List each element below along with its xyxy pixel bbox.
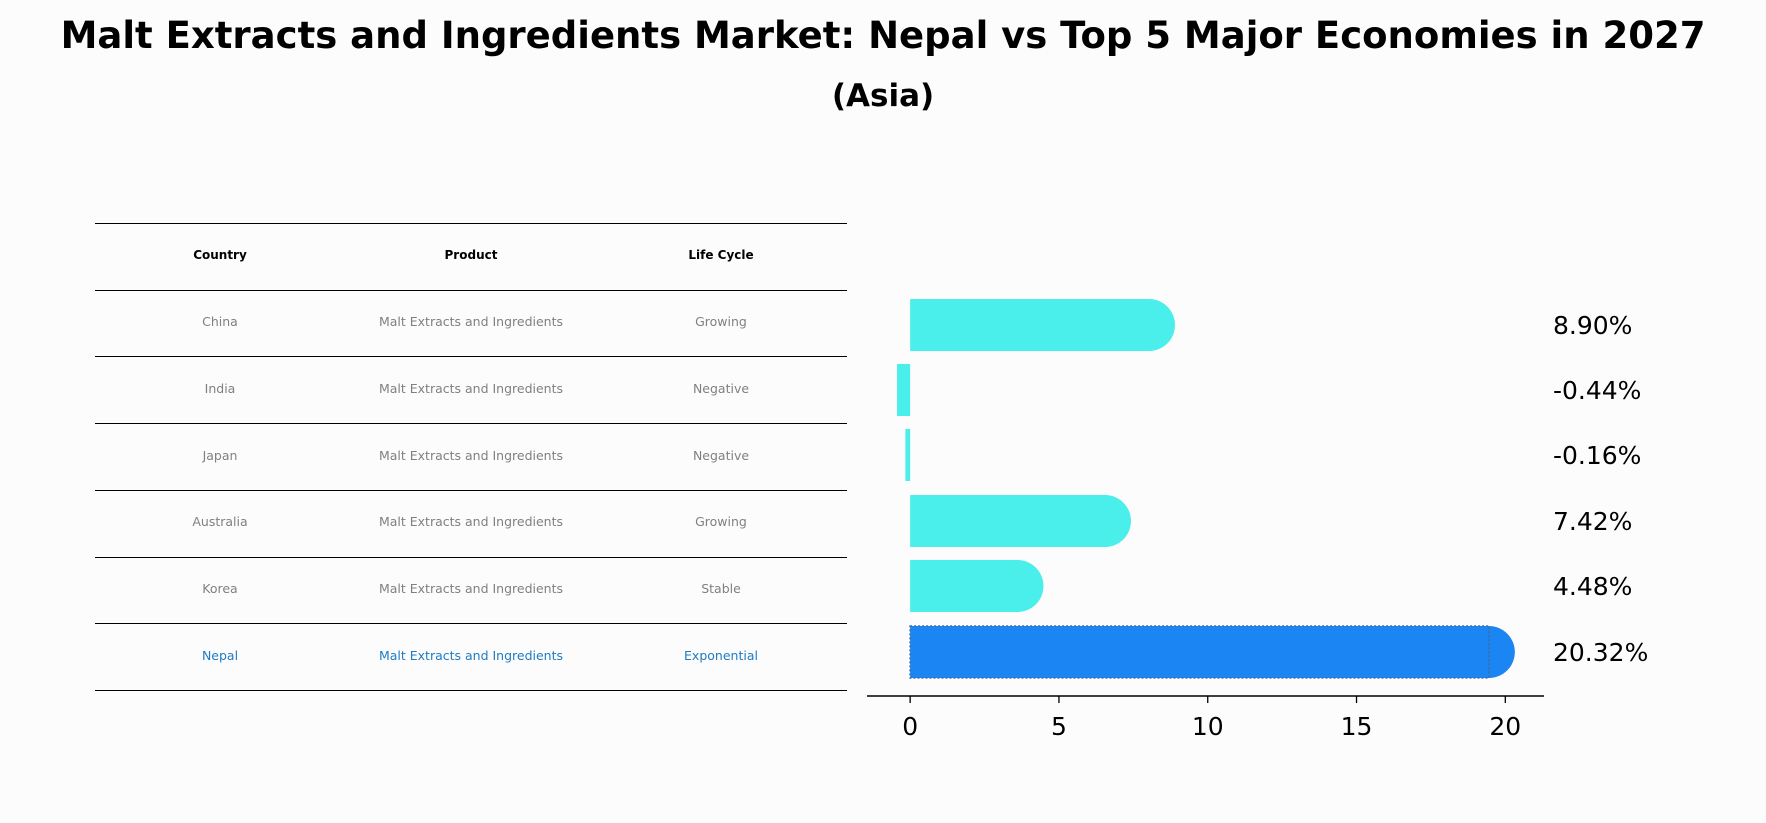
- x-tick-label: 5: [1051, 712, 1067, 741]
- table-cell: India: [204, 381, 236, 396]
- chart-title: Malt Extracts and Ingredients Market: Ne…: [60, 14, 1706, 57]
- table-cell: Malt Extracts and Ingredients: [378, 581, 564, 596]
- table-cell: Nepal: [201, 648, 239, 663]
- table-cell: Growing: [695, 314, 747, 329]
- table-cell: Negative: [692, 448, 750, 463]
- x-tick-label: 0: [902, 712, 918, 741]
- table-cell: Malt Extracts and Ingredients: [378, 514, 564, 529]
- table-cell: Stable: [701, 581, 741, 596]
- bar-australia: [910, 495, 1131, 547]
- table-rule: [95, 423, 847, 424]
- data-label-japan: -0.16%: [1553, 441, 1641, 470]
- table-rule: [95, 490, 847, 491]
- table-rule: [95, 356, 847, 357]
- table-header-country: Country: [193, 248, 247, 262]
- table-cell: Australia: [192, 514, 248, 529]
- x-tick-label: 10: [1192, 712, 1224, 741]
- x-tick-label: 20: [1489, 712, 1521, 741]
- table-cell: Japan: [202, 448, 238, 463]
- table-cell: Growing: [695, 514, 747, 529]
- table-rule: [95, 290, 847, 291]
- table-cell: Korea: [202, 581, 238, 596]
- data-label-nepal: 20.32%: [1553, 638, 1648, 667]
- data-label-korea: 4.48%: [1553, 572, 1632, 601]
- bar-china: [910, 299, 1175, 351]
- data-label-india: -0.44%: [1553, 376, 1641, 405]
- table-cell: Negative: [692, 381, 750, 396]
- table-header-life-cycle: Life Cycle: [688, 248, 754, 262]
- chart-subtitle: (Asia): [831, 78, 935, 114]
- bar-japan: [905, 429, 911, 481]
- bar-nepal-outline: [909, 625, 1490, 679]
- table-rule: [95, 623, 847, 624]
- table-rule: [95, 223, 847, 224]
- bar-korea: [910, 560, 1044, 612]
- table-cell: Malt Extracts and Ingredients: [378, 448, 564, 463]
- table-cell: Exponential: [684, 648, 758, 663]
- table-cell: China: [202, 314, 238, 329]
- data-label-china: 8.90%: [1553, 311, 1632, 340]
- x-tick-label: 15: [1341, 712, 1373, 741]
- data-label-australia: 7.42%: [1553, 507, 1632, 536]
- table-rule: [95, 557, 847, 558]
- table-cell: Malt Extracts and Ingredients: [378, 381, 564, 396]
- table-header-product: Product: [444, 248, 498, 262]
- table-cell: Malt Extracts and Ingredients: [378, 648, 564, 663]
- table-cell: Malt Extracts and Ingredients: [378, 314, 564, 329]
- bar-india: [897, 364, 911, 416]
- table-rule: [95, 690, 847, 691]
- bar-nepal: [910, 626, 1515, 678]
